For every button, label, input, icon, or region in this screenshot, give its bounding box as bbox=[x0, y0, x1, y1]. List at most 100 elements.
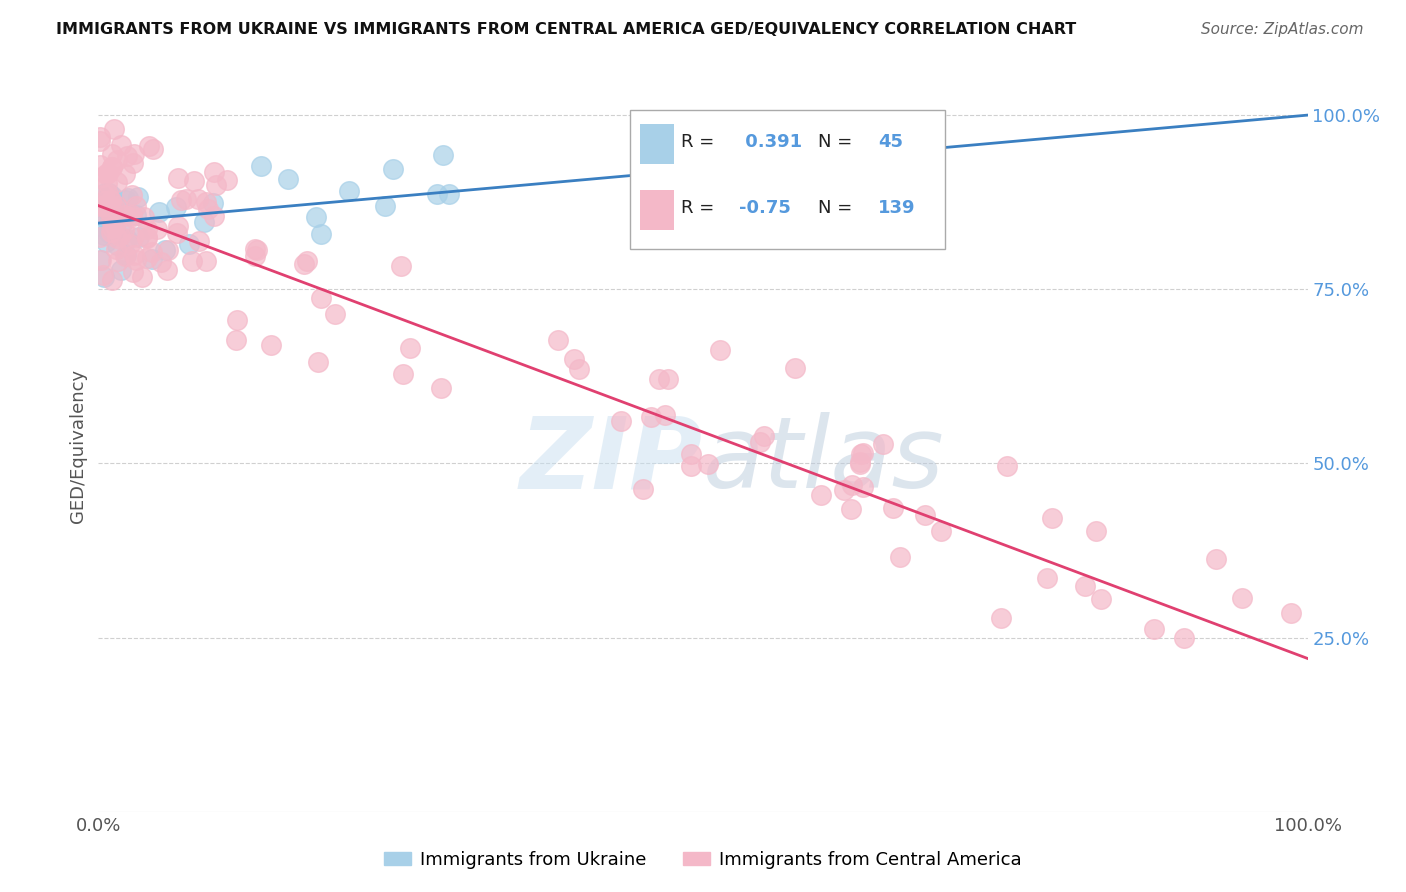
Point bbox=[101, 221, 124, 235]
Point bbox=[114, 208, 136, 222]
Point bbox=[748, 435, 770, 450]
Point bbox=[752, 429, 775, 443]
Point bbox=[841, 478, 863, 492]
Point bbox=[166, 226, 188, 240]
Point bbox=[647, 372, 669, 386]
Point bbox=[432, 147, 454, 161]
Point bbox=[97, 186, 120, 201]
Text: 139: 139 bbox=[879, 199, 915, 218]
Point bbox=[202, 195, 225, 210]
Point bbox=[174, 192, 197, 206]
Point bbox=[150, 254, 173, 268]
Point bbox=[183, 174, 205, 188]
Point bbox=[104, 219, 127, 233]
Point bbox=[437, 186, 460, 201]
Text: N =: N = bbox=[818, 199, 858, 218]
Point bbox=[138, 139, 160, 153]
Point bbox=[104, 243, 127, 257]
Point bbox=[852, 446, 875, 460]
Point bbox=[852, 480, 875, 494]
Point bbox=[195, 194, 218, 209]
Point bbox=[889, 549, 911, 564]
Point bbox=[112, 222, 135, 236]
Point bbox=[429, 381, 451, 395]
Point bbox=[562, 352, 585, 367]
Point bbox=[155, 244, 177, 258]
Point bbox=[148, 205, 170, 219]
Point bbox=[929, 524, 952, 538]
Point bbox=[1205, 552, 1227, 566]
Point bbox=[100, 194, 122, 208]
Legend: Immigrants from Ukraine, Immigrants from Central America: Immigrants from Ukraine, Immigrants from… bbox=[377, 844, 1029, 876]
Point bbox=[307, 355, 329, 369]
Point bbox=[122, 248, 145, 262]
Point bbox=[1073, 579, 1095, 593]
Point bbox=[101, 160, 124, 174]
Point bbox=[141, 252, 163, 267]
Point bbox=[246, 243, 269, 257]
Point bbox=[121, 208, 143, 222]
Point bbox=[89, 134, 111, 148]
Point bbox=[97, 226, 120, 240]
Point bbox=[245, 249, 267, 263]
Point bbox=[165, 200, 187, 214]
Point bbox=[309, 227, 332, 241]
Point bbox=[105, 199, 128, 213]
Point bbox=[146, 222, 169, 236]
Text: ZIP: ZIP bbox=[520, 412, 703, 509]
Point bbox=[100, 225, 122, 239]
Point bbox=[188, 234, 211, 248]
Point bbox=[1143, 622, 1166, 636]
Point bbox=[155, 263, 177, 277]
Point bbox=[122, 265, 145, 279]
Bar bbox=[640, 190, 673, 230]
Point bbox=[120, 211, 142, 225]
Point bbox=[631, 482, 654, 496]
Point bbox=[110, 137, 132, 152]
Point bbox=[311, 291, 333, 305]
Point bbox=[215, 173, 238, 187]
Point bbox=[640, 409, 662, 424]
Point bbox=[783, 361, 806, 376]
Point bbox=[100, 193, 122, 207]
Point bbox=[117, 191, 139, 205]
Point bbox=[205, 178, 228, 193]
Point bbox=[187, 192, 209, 206]
Text: Source: ZipAtlas.com: Source: ZipAtlas.com bbox=[1201, 22, 1364, 37]
Point bbox=[122, 156, 145, 170]
Point bbox=[107, 254, 129, 268]
Point bbox=[114, 249, 136, 263]
Point bbox=[104, 201, 127, 215]
Point bbox=[131, 270, 153, 285]
Point bbox=[110, 219, 132, 234]
Point bbox=[89, 158, 111, 172]
Point bbox=[89, 199, 111, 213]
Point bbox=[89, 252, 111, 267]
Point bbox=[132, 211, 155, 225]
Bar bbox=[640, 124, 673, 164]
Point bbox=[89, 130, 111, 145]
Point bbox=[197, 202, 219, 216]
Point bbox=[100, 273, 122, 287]
Point bbox=[93, 188, 115, 202]
Point bbox=[389, 259, 412, 273]
Point bbox=[136, 230, 159, 244]
Point bbox=[105, 231, 128, 245]
Point bbox=[94, 167, 117, 181]
Point bbox=[110, 229, 132, 244]
Point bbox=[136, 251, 159, 265]
Point bbox=[101, 215, 124, 229]
Point bbox=[167, 219, 190, 233]
Point bbox=[1173, 631, 1195, 645]
Point bbox=[122, 146, 145, 161]
Point bbox=[105, 175, 128, 189]
Point bbox=[657, 372, 679, 386]
Point bbox=[135, 231, 157, 245]
Point bbox=[124, 199, 146, 213]
Point bbox=[167, 170, 190, 185]
Point bbox=[849, 457, 872, 471]
Point bbox=[100, 213, 122, 227]
Point bbox=[121, 230, 143, 244]
Point bbox=[202, 210, 225, 224]
Point bbox=[97, 186, 120, 201]
